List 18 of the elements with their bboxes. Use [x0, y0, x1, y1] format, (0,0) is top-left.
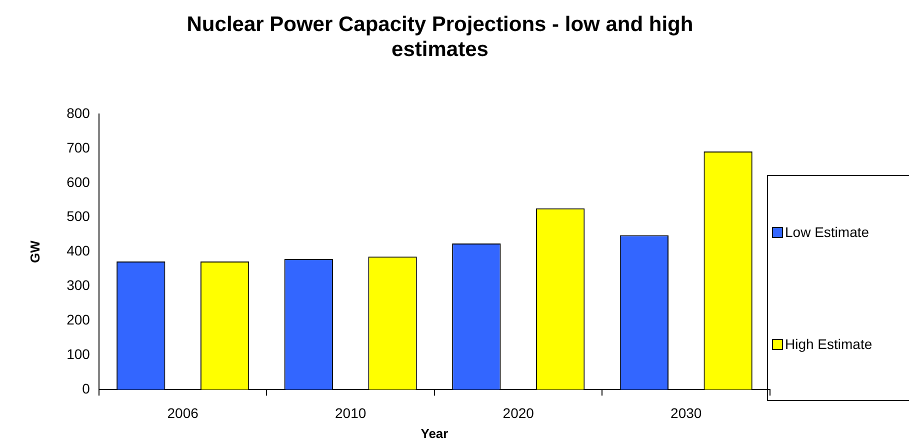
- y-axis-title: GW: [27, 240, 42, 263]
- x-tick-label: 2030: [670, 404, 702, 421]
- y-tick-label: 400: [66, 242, 90, 259]
- y-tick-label: 600: [66, 174, 90, 190]
- legend-label: Low Estimate: [785, 224, 870, 240]
- y-tick-label: 200: [66, 312, 90, 328]
- x-tick-label: 2010: [335, 404, 366, 421]
- y-tick-label: 500: [66, 208, 90, 224]
- y-tick-label: 800: [66, 104, 90, 121]
- y-tick-label: 100: [66, 346, 90, 362]
- x-axis-title: Year: [420, 426, 448, 441]
- y-tick-label: 0: [82, 380, 90, 396]
- legend-label: High Estimate: [785, 336, 872, 352]
- y-tick-label: 300: [66, 277, 90, 294]
- x-tick-label: 2006: [167, 404, 199, 421]
- y-tick-label: 700: [66, 139, 90, 156]
- chart-title: Nuclear Power Capacity Projections - low and high estimates: [186, 12, 694, 62]
- x-tick-label: 2020: [502, 404, 534, 421]
